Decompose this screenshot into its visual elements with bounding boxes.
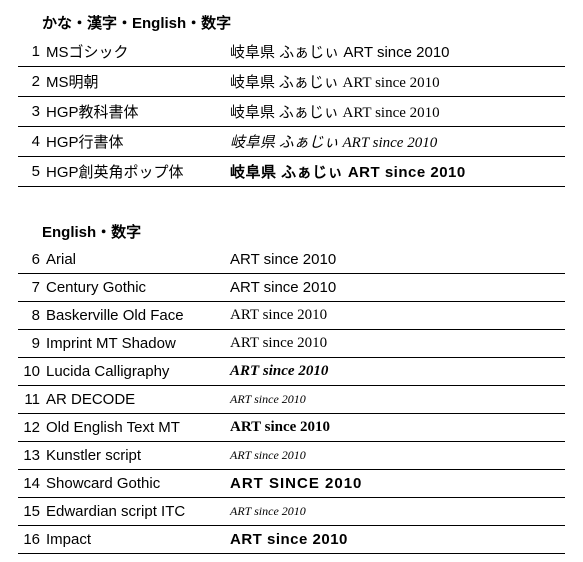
font-name: AR DECODE <box>46 391 230 408</box>
font-name: Impact <box>46 531 230 548</box>
font-name: Imprint MT Shadow <box>46 335 230 352</box>
row-number: 7 <box>18 279 46 296</box>
section2-rows: 6ArialART since 20107Century GothicART s… <box>18 246 565 554</box>
font-name: Baskerville Old Face <box>46 307 230 324</box>
section2-header: English・数字 <box>18 217 565 246</box>
table-row: 15Edwardian script ITCART since 2010 <box>18 498 565 526</box>
font-name: HGP行書体 <box>46 131 230 152</box>
font-sample: ART since 2010 <box>230 335 565 352</box>
table-row: 7Century GothicART since 2010 <box>18 274 565 302</box>
table-row: 13Kunstler scriptART since 2010 <box>18 442 565 470</box>
table-row: 14Showcard GothicART SINCE 2010 <box>18 470 565 498</box>
table-row: 11AR DECODEART since 2010 <box>18 386 565 414</box>
row-number: 6 <box>18 251 46 268</box>
row-number: 8 <box>18 307 46 324</box>
table-row: 6ArialART since 2010 <box>18 246 565 274</box>
font-sample: ART since 2010 <box>230 279 565 296</box>
font-name: Edwardian script ITC <box>46 503 230 520</box>
font-name: Century Gothic <box>46 279 230 296</box>
row-number: 10 <box>18 363 46 380</box>
font-sample: ART since 2010 <box>230 504 565 519</box>
table-row: 1MSゴシック岐阜県 ふぁじぃ ART since 2010 <box>18 37 565 67</box>
row-number: 1 <box>18 43 46 60</box>
table-row: 5HGP創英角ポップ体岐阜県 ふぁじぃ ART since 2010 <box>18 157 565 187</box>
font-name: Lucida Calligraphy <box>46 363 230 380</box>
font-sample: ART since 2010 <box>230 363 565 380</box>
font-sample: ART SINCE 2010 <box>230 475 565 492</box>
row-number: 3 <box>18 103 46 120</box>
font-name: MSゴシック <box>46 41 230 62</box>
table-row: 10Lucida CalligraphyART since 2010 <box>18 358 565 386</box>
row-number: 14 <box>18 475 46 492</box>
font-sample: 岐阜県 ふぁじぃ ART since 2010 <box>230 41 565 62</box>
font-sample: ART since 2010 <box>230 251 565 268</box>
row-number: 5 <box>18 163 46 180</box>
row-number: 4 <box>18 133 46 150</box>
row-number: 12 <box>18 419 46 436</box>
table-row: 16ImpactART since 2010 <box>18 526 565 554</box>
font-sample: ART since 2010 <box>230 531 565 548</box>
row-number: 15 <box>18 503 46 520</box>
font-sample: ART since 2010 <box>230 307 565 324</box>
table-row: 2MS明朝岐阜県 ふぁじぃ ART since 2010 <box>18 67 565 97</box>
font-name: HGP教科書体 <box>46 101 230 122</box>
font-sample: 岐阜県 ふぁじぃ ART since 2010 <box>230 101 565 122</box>
font-sample: ART since 2010 <box>230 419 565 436</box>
table-row: 9Imprint MT ShadowART since 2010 <box>18 330 565 358</box>
table-row: 4HGP行書体岐阜県 ふぁじぃ ART since 2010 <box>18 127 565 157</box>
row-number: 16 <box>18 531 46 548</box>
font-name: Arial <box>46 251 230 268</box>
font-name: Old English Text MT <box>46 419 230 436</box>
table-row: 8Baskerville Old FaceART since 2010 <box>18 302 565 330</box>
row-number: 2 <box>18 73 46 90</box>
font-name: Kunstler script <box>46 447 230 464</box>
font-name: Showcard Gothic <box>46 475 230 492</box>
row-number: 13 <box>18 447 46 464</box>
section-gap <box>18 187 565 217</box>
font-sample: ART since 2010 <box>230 392 565 407</box>
font-name: HGP創英角ポップ体 <box>46 161 230 182</box>
row-number: 11 <box>18 391 46 408</box>
font-sample: 岐阜県 ふぁじぃ ART since 2010 <box>230 161 565 182</box>
font-sample: ART since 2010 <box>230 448 565 463</box>
section1-rows: 1MSゴシック岐阜県 ふぁじぃ ART since 20102MS明朝岐阜県 ふ… <box>18 37 565 187</box>
font-sample: 岐阜県 ふぁじぃ ART since 2010 <box>230 71 565 92</box>
section1-header: かな・漢字・English・数字 <box>18 8 565 37</box>
table-row: 12Old English Text MTART since 2010 <box>18 414 565 442</box>
font-sample: 岐阜県 ふぁじぃ ART since 2010 <box>230 131 565 152</box>
row-number: 9 <box>18 335 46 352</box>
font-name: MS明朝 <box>46 71 230 92</box>
table-row: 3HGP教科書体岐阜県 ふぁじぃ ART since 2010 <box>18 97 565 127</box>
